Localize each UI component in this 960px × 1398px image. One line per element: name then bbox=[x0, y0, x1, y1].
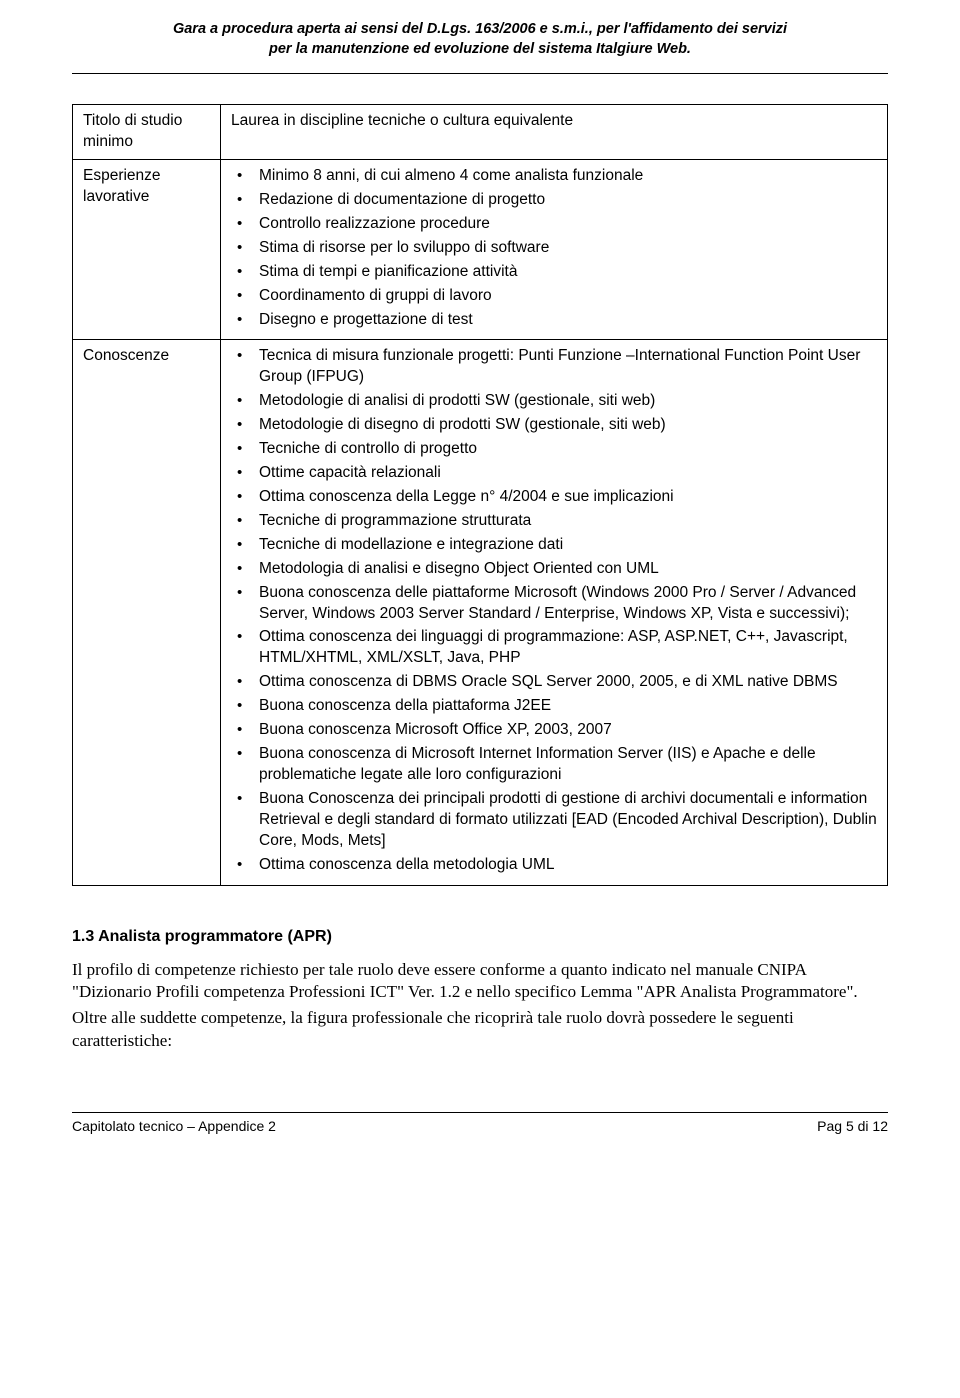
profile-table: Titolo di studio minimo Laurea in discip… bbox=[72, 104, 888, 886]
content-titolo-studio: Laurea in discipline tecniche o cultura … bbox=[221, 105, 888, 160]
list-item: Tecniche di controllo di progetto bbox=[237, 439, 877, 460]
list-item: Tecniche di programmazione strutturata bbox=[237, 511, 877, 532]
table-row: Esperienze lavorative Minimo 8 anni, di … bbox=[73, 159, 888, 339]
table-row: Titolo di studio minimo Laurea in discip… bbox=[73, 105, 888, 160]
list-item: Metodologie di disegno di prodotti SW (g… bbox=[237, 415, 877, 436]
list-item: Tecniche di modellazione e integrazione … bbox=[237, 535, 877, 556]
footer-right: Pag 5 di 12 bbox=[817, 1117, 888, 1136]
list-item: Metodologia di analisi e disegno Object … bbox=[237, 559, 877, 580]
header-rule bbox=[72, 73, 888, 74]
list-item: Stima di tempi e pianificazione attività bbox=[237, 262, 877, 283]
section-para-1: Il profilo di competenze richiesto per t… bbox=[72, 959, 888, 1003]
content-conoscenze: Tecnica di misura funzionale progetti: P… bbox=[221, 340, 888, 885]
list-item: Buona conoscenza Microsoft Office XP, 20… bbox=[237, 720, 877, 741]
list-item: Tecnica di misura funzionale progetti: P… bbox=[237, 346, 877, 388]
list-item: Ottima conoscenza di DBMS Oracle SQL Ser… bbox=[237, 672, 877, 693]
label-conoscenze: Conoscenze bbox=[73, 340, 221, 885]
header-line-2: per la manutenzione ed evoluzione del si… bbox=[72, 40, 888, 60]
esperienze-list: Minimo 8 anni, di cui almeno 4 come anal… bbox=[231, 166, 877, 330]
footer-left: Capitolato tecnico – Appendice 2 bbox=[72, 1117, 276, 1136]
label-titolo-studio: Titolo di studio minimo bbox=[73, 105, 221, 160]
list-item: Coordinamento di gruppi di lavoro bbox=[237, 286, 877, 307]
list-item: Ottima conoscenza della metodologia UML bbox=[237, 855, 877, 876]
label-text: Esperienze bbox=[83, 167, 161, 184]
label-text: minimo bbox=[83, 133, 133, 150]
list-item: Ottima conoscenza della Legge n° 4/2004 … bbox=[237, 487, 877, 508]
list-item: Buona conoscenza delle piattaforme Micro… bbox=[237, 583, 877, 625]
page-header: Gara a procedura aperta ai sensi del D.L… bbox=[72, 20, 888, 59]
list-item: Buona conoscenza della piattaforma J2EE bbox=[237, 696, 877, 717]
list-item: Buona conoscenza di Microsoft Internet I… bbox=[237, 744, 877, 786]
list-item: Controllo realizzazione procedure bbox=[237, 214, 877, 235]
list-item: Stima di risorse per lo sviluppo di soft… bbox=[237, 238, 877, 259]
conoscenze-list: Tecnica di misura funzionale progetti: P… bbox=[231, 346, 877, 875]
list-item: Ottima conoscenza dei linguaggi di progr… bbox=[237, 627, 877, 669]
list-item: Buona Conoscenza dei principali prodotti… bbox=[237, 789, 877, 852]
list-item: Ottime capacità relazionali bbox=[237, 463, 877, 484]
page-footer: Capitolato tecnico – Appendice 2 Pag 5 d… bbox=[72, 1112, 888, 1136]
label-text: Titolo di studio bbox=[83, 112, 182, 129]
list-item: Redazione di documentazione di progetto bbox=[237, 190, 877, 211]
label-text: lavorative bbox=[83, 188, 149, 205]
list-item: Minimo 8 anni, di cui almeno 4 come anal… bbox=[237, 166, 877, 187]
list-item: Disegno e progettazione di test bbox=[237, 310, 877, 331]
section-para-2: Oltre alle suddette competenze, la figur… bbox=[72, 1007, 888, 1051]
footer-rule bbox=[72, 1112, 888, 1113]
header-line-1: Gara a procedura aperta ai sensi del D.L… bbox=[72, 20, 888, 40]
section-heading: 1.3 Analista programmatore (APR) bbox=[72, 926, 888, 948]
list-item: Metodologie di analisi di prodotti SW (g… bbox=[237, 391, 877, 412]
label-esperienze: Esperienze lavorative bbox=[73, 159, 221, 339]
content-esperienze: Minimo 8 anni, di cui almeno 4 come anal… bbox=[221, 159, 888, 339]
table-row: Conoscenze Tecnica di misura funzionale … bbox=[73, 340, 888, 885]
